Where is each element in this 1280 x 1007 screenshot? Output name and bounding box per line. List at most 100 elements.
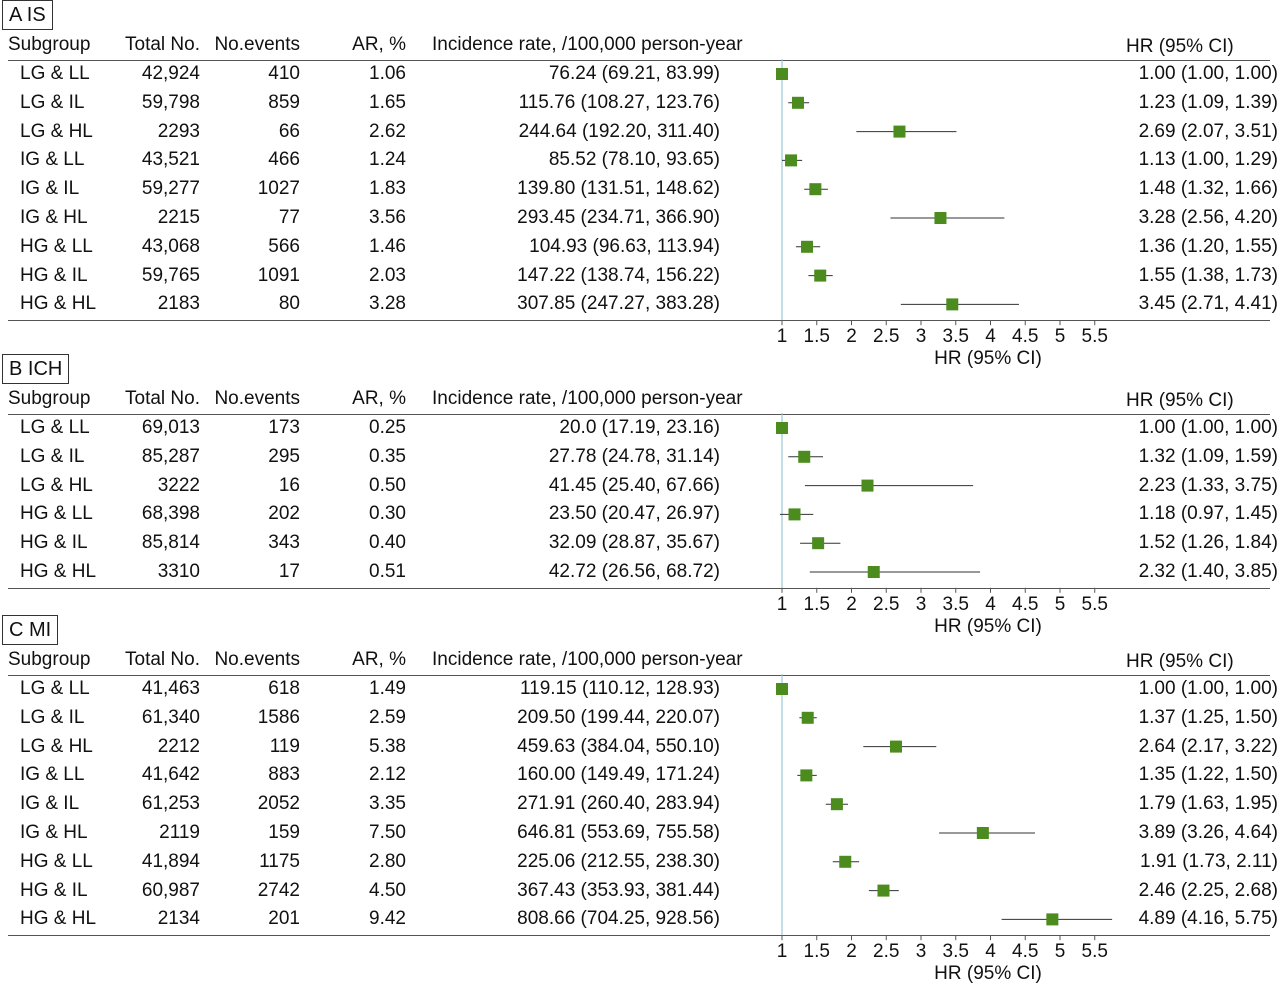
column-header-ar: AR, % bbox=[352, 34, 406, 55]
events-number: 295 bbox=[268, 445, 300, 467]
incidence-value: 139.80 (131.51, 148.62) bbox=[517, 178, 720, 200]
axis-tick-label: 1 bbox=[777, 594, 788, 615]
total-number: 43,521 bbox=[141, 149, 200, 171]
axis-tick-label: 4.5 bbox=[1012, 941, 1038, 962]
total-number: 69,013 bbox=[141, 417, 200, 438]
events-number: 618 bbox=[268, 678, 300, 699]
subgroup-label: LG & IL bbox=[20, 445, 85, 467]
ar-value: 0.30 bbox=[369, 503, 406, 525]
ar-value: 1.24 bbox=[369, 149, 406, 171]
column-header-events: No.events bbox=[214, 34, 300, 55]
hr-value: 1.37 (1.25, 1.50) bbox=[1138, 706, 1278, 728]
incidence-value: 76.24 (69.21, 83.99) bbox=[548, 63, 720, 84]
subgroup-label: HG & HL bbox=[20, 293, 97, 315]
events-number: 566 bbox=[268, 235, 300, 257]
column-header-ar: AR, % bbox=[352, 388, 406, 409]
ar-value: 0.25 bbox=[369, 417, 406, 438]
ar-value: 2.12 bbox=[369, 764, 406, 786]
total-number: 59,798 bbox=[141, 91, 200, 113]
ar-value: 9.42 bbox=[369, 908, 406, 930]
forest-plot-area: 1 1.5 2 2.5 3 3.5 4 4.5 5 5.5 bbox=[776, 412, 1108, 615]
x-axis-title: HR (95% CI) bbox=[934, 348, 1042, 370]
hr-value: 1.18 (0.97, 1.45) bbox=[1138, 503, 1278, 525]
ar-value: 3.56 bbox=[369, 207, 406, 228]
ar-value: 0.50 bbox=[369, 474, 406, 496]
total-number: 42,924 bbox=[141, 63, 200, 84]
hr-value: 1.00 (1.00, 1.00) bbox=[1138, 63, 1278, 84]
ar-value: 0.40 bbox=[369, 532, 406, 554]
hr-marker bbox=[867, 565, 880, 578]
axis-tick-label: 5.5 bbox=[1082, 594, 1108, 615]
hr-value: 1.55 (1.38, 1.73) bbox=[1138, 264, 1278, 286]
ar-value: 1.06 bbox=[369, 63, 406, 84]
ar-value: 2.62 bbox=[369, 120, 406, 142]
axis-tick-label: 5 bbox=[1055, 941, 1066, 962]
hr-marker bbox=[839, 855, 852, 868]
subgroup-label: HG & HL bbox=[20, 908, 97, 930]
total-number: 41,894 bbox=[141, 850, 200, 872]
axis-tick-label: 3 bbox=[916, 594, 927, 615]
axis-tick-label: 2 bbox=[846, 941, 857, 962]
axis-tick-label: 2.5 bbox=[873, 594, 899, 615]
ar-value: 5.38 bbox=[369, 735, 406, 757]
subgroup-label: LG & HL bbox=[20, 474, 93, 496]
hr-marker bbox=[889, 740, 902, 753]
bottom-rule bbox=[8, 935, 1270, 937]
ar-value: 0.35 bbox=[369, 445, 406, 467]
events-number: 66 bbox=[278, 120, 300, 142]
hr-value: 2.69 (2.07, 3.51) bbox=[1138, 120, 1278, 142]
incidence-value: 41.45 (25.40, 67.66) bbox=[548, 474, 720, 496]
hr-value: 1.48 (1.32, 1.66) bbox=[1138, 178, 1278, 200]
ar-value: 4.50 bbox=[369, 879, 406, 901]
hr-value: 1.32 (1.09, 1.59) bbox=[1138, 445, 1278, 467]
bottom-rule bbox=[8, 587, 1270, 589]
axis-tick-label: 5.5 bbox=[1082, 326, 1108, 347]
subgroup-label: LG & IL bbox=[20, 706, 85, 728]
events-number: 77 bbox=[278, 207, 300, 228]
column-header-subgroup: Subgroup bbox=[8, 649, 91, 670]
subgroup-label: HG & HL bbox=[20, 561, 97, 582]
hr-marker bbox=[788, 508, 801, 521]
column-header-subgroup: Subgroup bbox=[8, 388, 91, 409]
column-header-incidence: Incidence rate, /100,000 person-year bbox=[432, 34, 743, 55]
ar-value: 1.49 bbox=[369, 678, 406, 699]
incidence-value: 104.93 (96.63, 113.94) bbox=[529, 235, 720, 257]
hr-marker bbox=[809, 183, 822, 196]
ar-value: 7.50 bbox=[369, 822, 406, 843]
hr-value: 2.32 (1.40, 3.85) bbox=[1138, 561, 1278, 582]
header-rule bbox=[8, 675, 1270, 676]
axis-tick-label: 4 bbox=[985, 941, 996, 962]
hr-value: 1.00 (1.00, 1.00) bbox=[1138, 417, 1278, 438]
column-header-hr: HR (95% CI) bbox=[1126, 36, 1234, 57]
axis-tick-label: 4 bbox=[985, 594, 996, 615]
axis-tick-label: 3.5 bbox=[943, 326, 969, 347]
total-number: 2119 bbox=[159, 822, 200, 843]
events-number: 17 bbox=[278, 561, 300, 582]
subgroup-label: IG & HL bbox=[20, 822, 88, 843]
subgroup-label: HG & LL bbox=[20, 850, 93, 872]
axis-tick-label: 5 bbox=[1055, 594, 1066, 615]
axis-tick-label: 3.5 bbox=[943, 941, 969, 962]
subgroup-label: LG & LL bbox=[20, 678, 90, 699]
total-number: 59,277 bbox=[141, 178, 200, 200]
subgroup-label: HG & IL bbox=[20, 264, 88, 286]
hr-marker bbox=[934, 211, 947, 224]
events-number: 1027 bbox=[257, 178, 300, 200]
incidence-value: 459.63 (384.04, 550.10) bbox=[517, 735, 720, 757]
hr-value: 1.00 (1.00, 1.00) bbox=[1138, 678, 1278, 699]
hr-marker bbox=[893, 125, 906, 138]
hr-value: 1.52 (1.26, 1.84) bbox=[1138, 532, 1278, 554]
total-number: 68,398 bbox=[141, 503, 200, 525]
events-number: 2052 bbox=[257, 793, 300, 815]
total-number: 85,287 bbox=[141, 445, 200, 467]
subgroup-label: IG & IL bbox=[20, 178, 80, 200]
events-number: 201 bbox=[268, 908, 300, 930]
incidence-value: 32.09 (28.87, 35.67) bbox=[548, 532, 720, 554]
hr-marker bbox=[812, 537, 825, 550]
events-number: 16 bbox=[278, 474, 300, 496]
events-number: 80 bbox=[278, 293, 300, 315]
hr-marker bbox=[800, 769, 813, 782]
total-number: 2293 bbox=[157, 120, 200, 142]
incidence-value: 808.66 (704.25, 928.56) bbox=[517, 908, 720, 930]
axis-tick-label: 2.5 bbox=[873, 941, 899, 962]
